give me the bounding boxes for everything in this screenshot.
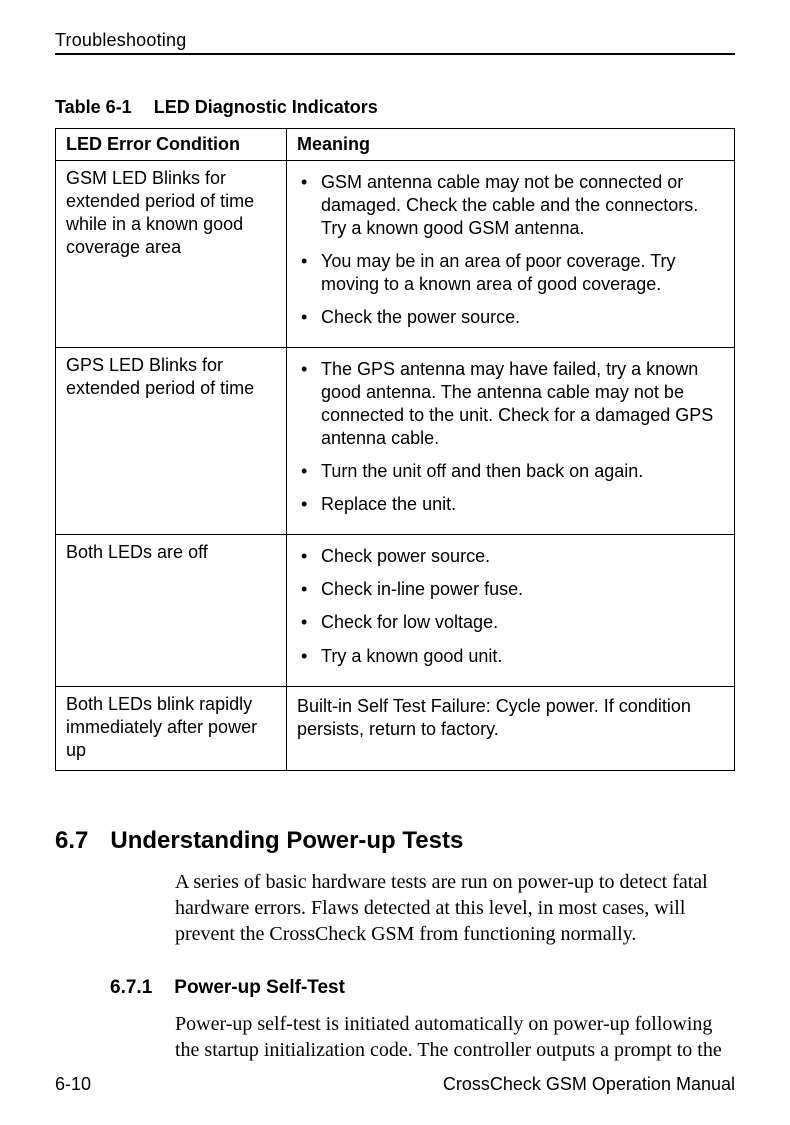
subsection-number: 6.7.1 [110, 977, 152, 998]
section-heading: 6.7 Understanding Power-up Tests [55, 827, 735, 855]
cell-condition: Both LEDs blink rapidly immediately afte… [56, 686, 287, 770]
table-row: Both LEDs blink rapidly immediately afte… [56, 686, 735, 770]
cell-condition: Both LEDs are off [56, 535, 287, 686]
bullet-item: Replace the unit. [297, 493, 724, 516]
table-body: GSM LED Blinks for extended period of ti… [56, 161, 735, 771]
bullet-item: Turn the unit off and then back on again… [297, 460, 724, 483]
cell-meaning: Check power source. Check in-line power … [287, 535, 735, 686]
bullet-item: GSM antenna cable may not be connected o… [297, 171, 724, 240]
table-col-condition: LED Error Condition [56, 129, 287, 161]
footer-manual-title: CrossCheck GSM Operation Manual [443, 1074, 735, 1095]
bullet-item: Check the power source. [297, 306, 724, 329]
page-footer: 6-10 CrossCheck GSM Operation Manual [55, 1074, 735, 1095]
bullet-item: Try a known good unit. [297, 645, 724, 668]
table-label: Table 6-1 [55, 97, 132, 117]
diagnostic-table: LED Error Condition Meaning GSM LED Blin… [55, 128, 735, 771]
table-header-row: LED Error Condition Meaning [56, 129, 735, 161]
table-caption: Table 6-1 LED Diagnostic Indicators [55, 97, 735, 118]
table-caption-text: LED Diagnostic Indicators [154, 97, 378, 117]
table-row: Both LEDs are off Check power source. Ch… [56, 535, 735, 686]
cell-meaning: The GPS antenna may have failed, try a k… [287, 348, 735, 535]
cell-meaning: Built-in Self Test Failure: Cycle power.… [287, 686, 735, 770]
subsection-heading: 6.7.1 Power-up Self-Test [110, 977, 735, 999]
plain-meaning-text: Built-in Self Test Failure: Cycle power.… [297, 695, 724, 741]
table-col-meaning: Meaning [287, 129, 735, 161]
bullet-item: Check in-line power fuse. [297, 578, 724, 601]
bullet-item: Check power source. [297, 545, 724, 568]
cell-condition: GPS LED Blinks for extended period of ti… [56, 348, 287, 535]
table-row: GPS LED Blinks for extended period of ti… [56, 348, 735, 535]
footer-page-number: 6-10 [55, 1074, 91, 1095]
bullet-item: You may be in an area of poor coverage. … [297, 250, 724, 296]
cell-meaning: GSM antenna cable may not be connected o… [287, 161, 735, 348]
section-body: A series of basic hardware tests are run… [175, 869, 725, 947]
cell-condition: GSM LED Blinks for extended period of ti… [56, 161, 287, 348]
subsection-body: Power-up self-test is initiated automati… [175, 1011, 725, 1063]
page-root: Troubleshooting Table 6-1 LED Diagnostic … [0, 0, 790, 1125]
table-row: GSM LED Blinks for extended period of ti… [56, 161, 735, 348]
section-title: Understanding Power-up Tests [110, 827, 463, 854]
bullet-item: Check for low voltage. [297, 611, 724, 634]
subsection-title: Power-up Self-Test [174, 977, 345, 998]
page-header-title: Troubleshooting [55, 30, 735, 55]
section-number: 6.7 [55, 827, 88, 854]
bullet-item: The GPS antenna may have failed, try a k… [297, 358, 724, 450]
